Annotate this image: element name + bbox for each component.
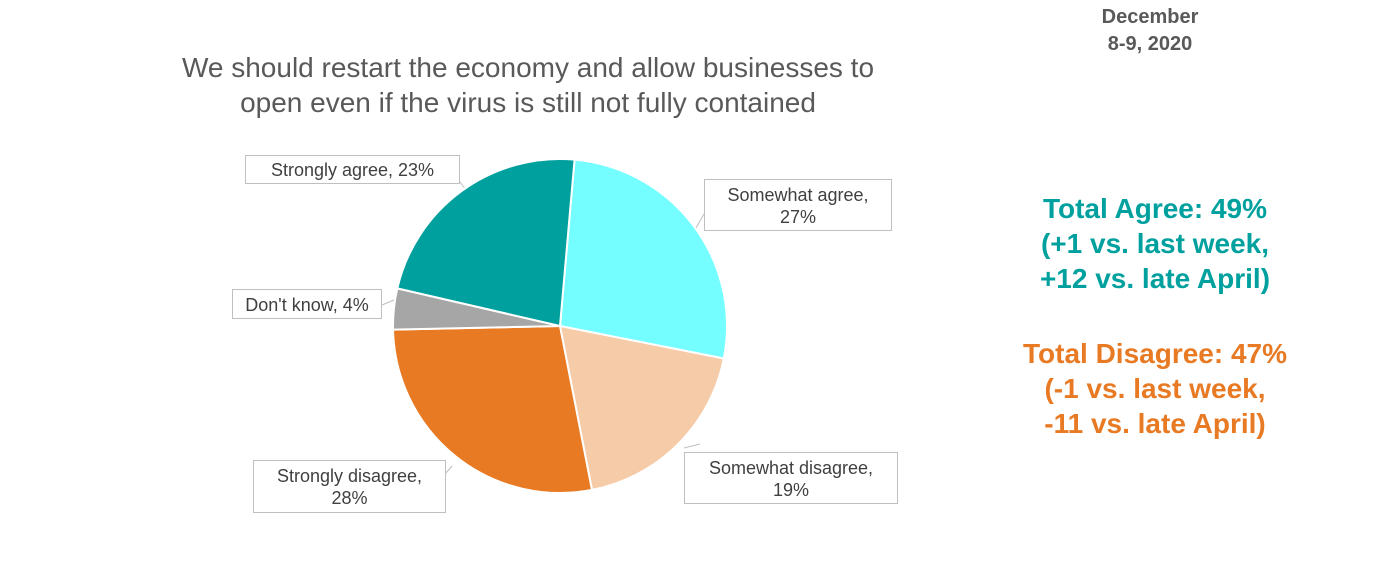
data-label-dont-know: Don't know, 4% <box>232 289 382 319</box>
total-disagree-summary: Total Disagree: 47% (-1 vs. last week, -… <box>990 336 1320 441</box>
total-disagree-line-2: (-1 vs. last week, <box>1044 373 1266 404</box>
leader-line-somewhat-disagree <box>683 443 701 449</box>
leader-line-somewhat-agree <box>695 213 705 229</box>
chart-title-line-2: open even if the virus is still not full… <box>240 87 816 118</box>
pie-slice-strongly-disagree <box>392 324 594 494</box>
data-label-somewhat-agree-line-2: 27% <box>779 207 817 227</box>
leader-line-dont-know <box>381 299 395 306</box>
data-label-strongly-agree-text: Strongly agree, 23% <box>270 160 435 180</box>
data-label-somewhat-agree-line-1: Somewhat agree, <box>727 185 869 205</box>
pie-slice-somewhat-agree <box>558 158 728 360</box>
total-agree-summary: Total Agree: 49% (+1 vs. last week, +12 … <box>990 191 1320 296</box>
total-agree-line-2: (+1 vs. last week, <box>1040 228 1270 259</box>
total-disagree-line-3: -11 vs. late April) <box>1044 408 1266 439</box>
total-agree-line-1: Total Agree: 49% <box>1042 193 1268 224</box>
pie-slice-somewhat-disagree <box>558 324 725 492</box>
pie-slices <box>392 158 728 494</box>
total-disagree-line-1: Total Disagree: 47% <box>1022 338 1288 369</box>
leader-line-strongly-disagree <box>444 465 453 475</box>
data-label-somewhat-agree: Somewhat agree, 27% <box>704 179 892 231</box>
survey-date: December 8-9, 2020 <box>1070 4 1230 58</box>
data-label-strongly-agree: Strongly agree, 23% <box>245 155 460 184</box>
survey-date-line-2: 8-9, 2020 <box>1107 33 1193 55</box>
survey-date-line-1: December <box>1101 6 1199 28</box>
data-label-somewhat-disagree: Somewhat disagree, 19% <box>684 452 898 504</box>
total-agree-line-3: +12 vs. late April) <box>1039 263 1271 294</box>
pie-slice-strongly-agree <box>396 158 576 328</box>
data-label-strongly-disagree: Strongly disagree, 28% <box>253 460 446 513</box>
data-label-somewhat-disagree-line-2: 19% <box>772 480 810 500</box>
data-label-strongly-disagree-line-1: Strongly disagree, <box>276 466 423 486</box>
data-label-dont-know-text: Don't know, 4% <box>245 295 369 315</box>
chart-title: We should restart the economy and allow … <box>100 50 956 120</box>
data-label-strongly-disagree-line-2: 28% <box>331 488 368 508</box>
chart-title-line-1: We should restart the economy and allow … <box>181 52 875 83</box>
data-label-somewhat-disagree-line-1: Somewhat disagree, <box>708 458 874 478</box>
